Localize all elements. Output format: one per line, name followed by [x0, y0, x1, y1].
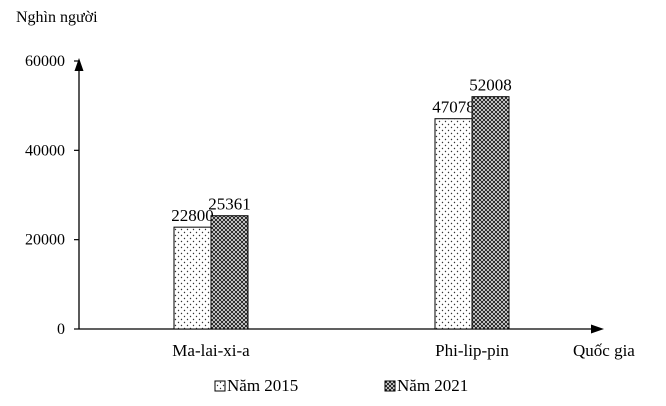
y-axis-arrow	[74, 58, 84, 71]
legend-label: Năm 2021	[397, 376, 468, 395]
category-label: Phi-lip-pin	[435, 341, 509, 360]
bar-value-label: 52008	[469, 76, 512, 95]
bar-value-label: 47078	[432, 98, 475, 117]
legend: Năm 2015 Năm 2021	[214, 376, 468, 395]
x-axis-arrow	[591, 324, 604, 334]
y-tick-label: 60000	[25, 53, 65, 70]
bar-2015	[434, 118, 473, 330]
y-tick-label: 40000	[25, 142, 65, 159]
x-axis-title: Quốc gia	[573, 341, 635, 360]
y-tick-label: 20000	[25, 232, 65, 249]
bar-2021	[471, 96, 510, 330]
x-axis-categories: Ma-lai-xi-a Phi-lip-pin	[172, 341, 509, 360]
legend-swatch	[384, 380, 396, 392]
y-axis-ticks: 0 20000 40000 60000	[25, 53, 79, 338]
bar-2015	[173, 226, 212, 330]
legend-label: Năm 2015	[227, 376, 298, 395]
bar-2021	[210, 215, 249, 330]
bar-value-label: 22800	[171, 206, 214, 225]
category-label: Ma-lai-xi-a	[172, 341, 250, 360]
legend-swatch	[214, 380, 226, 392]
y-tick-label: 0	[57, 321, 65, 338]
bar-value-label: 25361	[208, 195, 251, 214]
y-axis-title: Nghìn người	[16, 9, 98, 26]
